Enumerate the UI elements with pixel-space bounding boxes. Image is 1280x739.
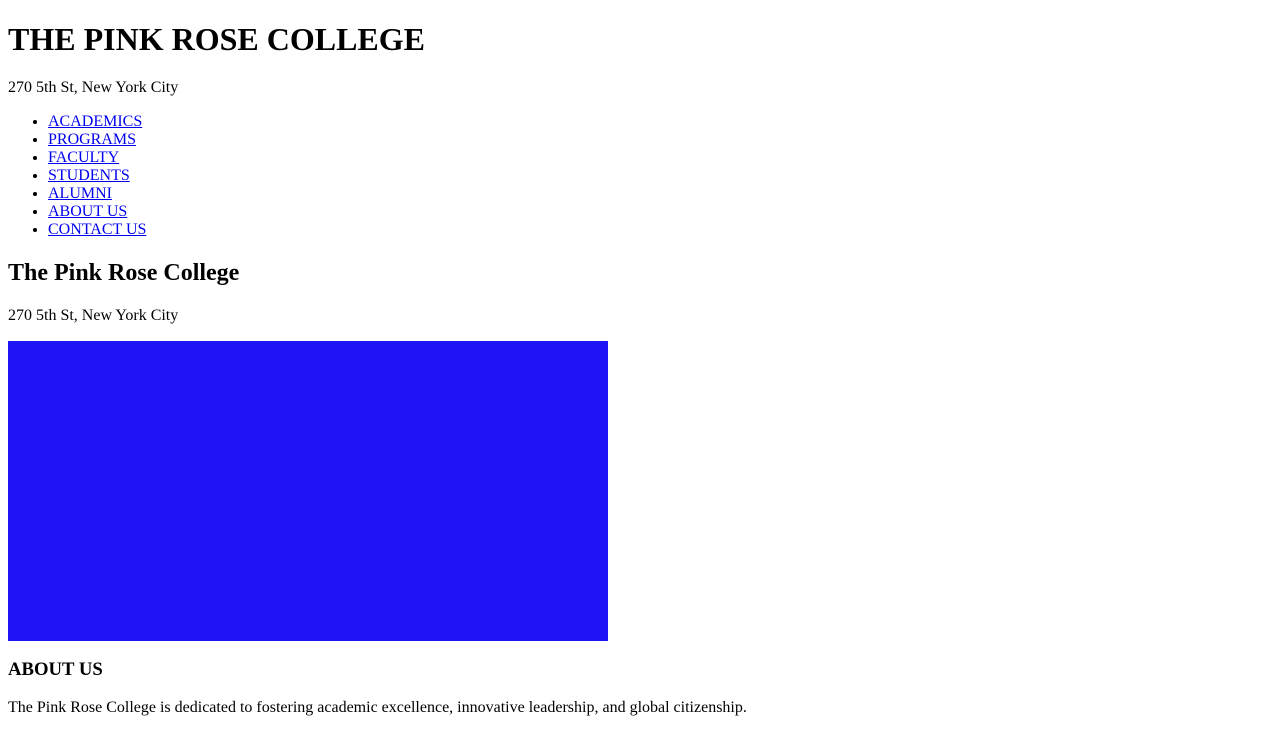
nav-item-faculty: FACULTY [48,149,1272,167]
nav-link-faculty[interactable]: FACULTY [48,149,120,166]
hero-image [8,341,608,641]
nav-item-students: STUDENTS [48,167,1272,185]
nav-link-academics[interactable]: ACADEMICS [48,113,143,130]
nav-link-students[interactable]: STUDENTS [48,167,130,184]
main-content: The Pink Rose College 270 5th St, New Yo… [8,259,1272,717]
college-name-heading: The Pink Rose College [8,260,240,286]
nav-link-programs[interactable]: PROGRAMS [48,131,137,148]
about-text: The Pink Rose College is dedicated to fo… [8,699,747,716]
main-nav: ACADEMICS PROGRAMS FACULTY STUDENTS ALUM… [8,113,1272,239]
nav-link-contact-us[interactable]: CONTACT US [48,221,147,238]
nav-item-programs: PROGRAMS [48,131,1272,149]
site-header: THE PINK ROSE COLLEGE 270 5th St, New Yo… [8,21,1272,239]
about-section: ABOUT US The Pink Rose College is dedica… [8,659,1272,717]
college-address: 270 5th St, New York City [8,307,179,324]
nav-item-academics: ACADEMICS [48,113,1272,131]
nav-item-contact-us: CONTACT US [48,221,1272,239]
about-heading: ABOUT US [8,659,103,680]
nav-list: ACADEMICS PROGRAMS FACULTY STUDENTS ALUM… [8,113,1272,239]
site-address: 270 5th St, New York City [8,79,179,96]
nav-item-alumni: ALUMNI [48,185,1272,203]
nav-link-alumni[interactable]: ALUMNI [48,185,112,202]
site-title: THE PINK ROSE COLLEGE [8,21,425,57]
nav-item-about-us: ABOUT US [48,203,1272,221]
nav-link-about-us[interactable]: ABOUT US [48,203,128,220]
